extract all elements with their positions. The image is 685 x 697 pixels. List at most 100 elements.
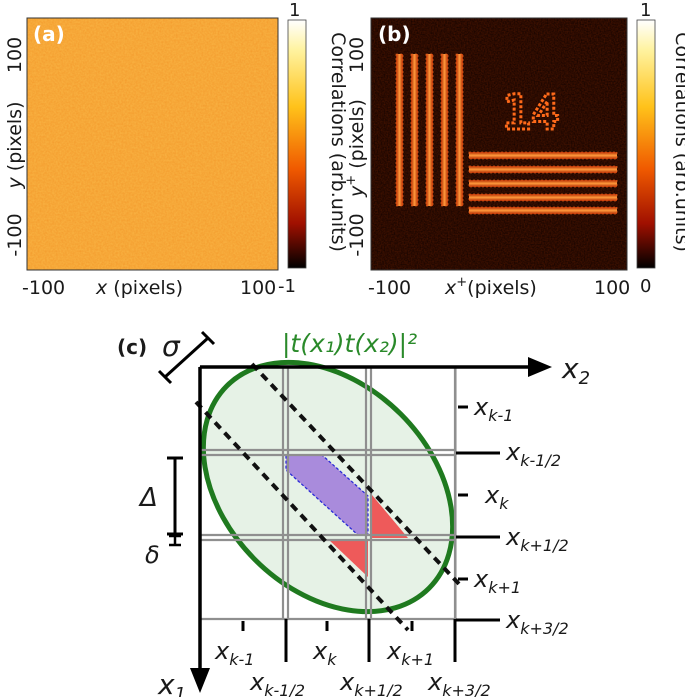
bottom-label-3-sub: k (327, 650, 337, 669)
axis-x2-label-sub: 2 (579, 368, 590, 389)
panel-b-number: 14 (502, 85, 560, 141)
sigma-cap-2 (200, 330, 216, 346)
vbar-2 (410, 53, 419, 207)
panel-a-x-tick-right: 100 (240, 277, 276, 299)
right-label-3: xk (484, 481, 509, 513)
panel-a-ylabel-unit: (pixels) (4, 102, 26, 178)
panel-b-y-tick-top: 100 (346, 37, 368, 73)
bottom-label-4-base: x (339, 668, 355, 696)
hbar-2 (468, 165, 618, 174)
right-label-5-base: x (473, 565, 489, 593)
panel-b-ylabel-var: y (346, 185, 368, 198)
hbar-1 (468, 151, 618, 160)
vbar-1 (395, 53, 404, 207)
panel-b-frame (370, 17, 628, 271)
right-label-4-sub: k+1/2 (520, 536, 568, 555)
bottom-label-1-base: x (214, 637, 230, 665)
hbar-5 (468, 206, 618, 215)
bottom-label-3: xk (312, 637, 337, 669)
panel-a-colorbar (287, 19, 307, 269)
panel-a-xlabel-var: x (95, 277, 108, 299)
axis-x2-label: x2 (561, 352, 590, 389)
bottom-label-2: xk-1/2 (249, 668, 305, 697)
panel-b-colorbar (636, 19, 656, 269)
right-label-2: xk-1/2 (505, 438, 561, 470)
bottom-label-1: xk-1 (214, 637, 254, 669)
panel-a-colorbar-label: Correlations (arb.units) (327, 32, 349, 252)
bottom-label-2-sub: k-1/2 (264, 681, 305, 697)
sigma-label: σ (162, 330, 181, 363)
axis-x2-arrowhead (528, 357, 552, 377)
red-triangle-right (372, 495, 408, 538)
right-label-3-base: x (484, 481, 500, 509)
sigma-cap-1 (157, 369, 173, 385)
right-label-4-base: x (505, 523, 521, 551)
right-label-5: xk+1 (473, 565, 521, 597)
panel-b-colorbar-tick-top: 1 (640, 0, 651, 21)
small-delta-label: δ (145, 541, 160, 569)
bottom-label-2-base: x (249, 668, 265, 696)
panel-b-colorbar-tick-bottom: 0 (640, 276, 651, 297)
panel-b-xlabel-unit: (pixels) (467, 277, 537, 299)
panel-a-noise (27, 18, 278, 270)
bottom-label-6: xk+3/2 (427, 668, 491, 697)
dashed-diagonal-upper (250, 362, 462, 587)
panel-b-colorbar-label: Correlations (arb.units) (671, 32, 685, 252)
panel-c-tag: (c) (117, 335, 147, 359)
panel-b-ylabel-unit: (pixels) (346, 99, 368, 175)
panel-b-tag: (b) (378, 22, 411, 46)
panel-a-y-tick-top: 100 (4, 37, 26, 73)
panel-b-xlabel-var: x (444, 277, 457, 299)
right-label-4: xk+1/2 (505, 523, 569, 555)
panel-b-xlabel-sup: + (456, 275, 467, 290)
axis-x1-arrowhead (190, 668, 210, 693)
panel-a-colorbar-tick-top: 1 (289, 0, 300, 21)
right-label-2-base: x (505, 438, 521, 466)
bottom-label-4-sub: k+1/2 (354, 681, 402, 697)
panel-a-xlabel: x (pixels) (95, 277, 183, 299)
vbar-5 (455, 53, 464, 207)
bottom-label-5: xk+1 (386, 637, 434, 669)
panel-a-tag: (a) (33, 22, 65, 46)
right-label-1-sub: k-1 (488, 406, 513, 425)
axis-x2-label-base: x (561, 352, 579, 385)
panel-a-xlabel-unit: (pixels) (107, 277, 183, 299)
vbar-4 (440, 53, 449, 207)
dashed-diagonal-lower (194, 400, 410, 632)
panel-b-ylabel: y+ (pixels) (344, 99, 368, 198)
panel-a-colorbar-tick-bottom: -1 (278, 276, 296, 297)
panel-c: (c) |t(x₁)t(x₂)|² (117, 329, 590, 697)
panel-a-ylabel-var: y (4, 176, 26, 189)
axis-x1-label: x1 (157, 668, 186, 697)
right-label-3-sub: k (499, 494, 509, 513)
right-ticks (456, 405, 500, 622)
panel-b: (b) 14 1 0 Correlations (arb.units) -100… (344, 0, 685, 299)
sigma-bar (163, 336, 210, 379)
hbar-4 (468, 193, 618, 202)
bottom-label-5-base: x (386, 637, 402, 665)
panel-a-y-tick-bottom: -100 (4, 213, 26, 256)
bottom-label-3-base: x (312, 637, 328, 665)
red-triangle-bottom (328, 539, 368, 577)
right-label-6-sub: k+3/2 (520, 619, 568, 638)
hbar-3 (468, 179, 618, 188)
panel-b-horizontal-bars (468, 151, 618, 215)
panel-b-x-tick-right: 100 (594, 277, 630, 299)
vbar-3 (425, 53, 434, 207)
right-label-6-base: x (505, 606, 521, 634)
bottom-label-6-base: x (427, 668, 443, 696)
panel-b-vertical-bars (395, 53, 464, 207)
axis-x1-label-sub: 1 (175, 684, 186, 697)
panel-a: (a) 1 -1 Correlations (arb.units) -100 1… (4, 0, 349, 299)
panel-b-xlabel: x+(pixels) (444, 275, 537, 299)
bottom-label-6-sub: k+3/2 (442, 681, 490, 697)
panel-b-ylabel-sup: + (344, 175, 359, 186)
panel-b-y-tick-bottom: -100 (346, 213, 368, 256)
bottom-label-5-sub: k+1 (401, 650, 434, 669)
Delta-label: Δ (138, 483, 158, 513)
bottom-ticks (241, 619, 457, 662)
panel-a-x-tick-left: -100 (22, 277, 65, 299)
right-label-1: xk-1 (473, 393, 513, 425)
right-label-5-sub: k+1 (488, 578, 521, 597)
